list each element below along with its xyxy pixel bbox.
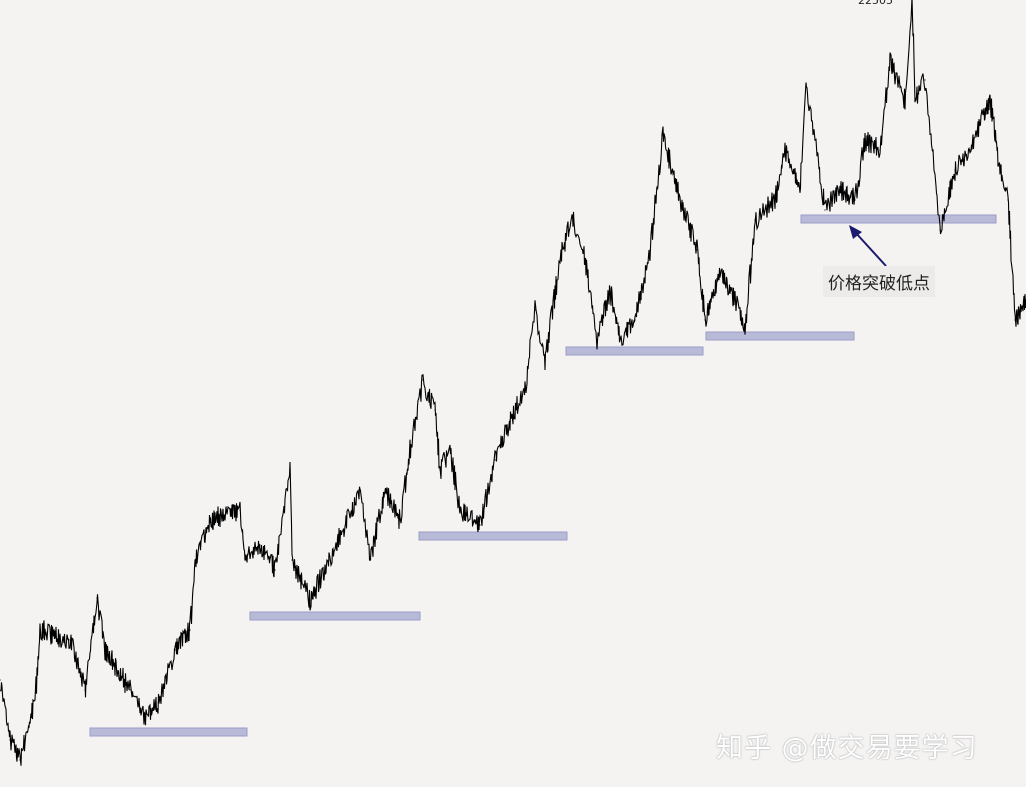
price-point	[289, 469, 291, 471]
price-point	[39, 629, 41, 631]
price-point	[209, 519, 211, 521]
price-point	[914, 99, 916, 101]
price-point	[239, 509, 241, 511]
support-zone	[705, 331, 855, 341]
price-point	[69, 639, 71, 641]
support-zone	[565, 346, 704, 356]
price-point	[104, 649, 106, 651]
price-point	[459, 509, 461, 511]
price-point	[879, 149, 881, 151]
price-point	[839, 189, 841, 191]
price-point	[129, 689, 131, 691]
price-point	[544, 359, 546, 361]
price-point	[596, 339, 598, 341]
price-point	[384, 489, 386, 491]
price-point	[619, 339, 621, 341]
price-point	[259, 544, 261, 546]
price-point	[824, 209, 826, 211]
price-point	[989, 99, 991, 101]
price-point	[571, 214, 573, 216]
price-point	[559, 259, 561, 261]
price-point	[889, 59, 891, 61]
price-point	[904, 99, 906, 101]
support-zone	[800, 214, 997, 224]
price-point	[409, 449, 411, 451]
price-point	[911, 1, 913, 3]
price-point	[369, 559, 371, 561]
price-point	[19, 759, 21, 761]
price-point	[434, 409, 436, 411]
price-point	[679, 199, 681, 201]
price-point	[969, 149, 971, 151]
price-line	[0, 0, 1026, 766]
price-point	[734, 299, 736, 301]
price-point	[329, 559, 331, 561]
price-point	[9, 739, 11, 741]
price-point	[96, 597, 98, 599]
support-zone	[249, 611, 421, 621]
price-point	[754, 219, 756, 221]
price-point	[799, 189, 801, 191]
price-point	[1014, 319, 1016, 321]
price-point	[814, 139, 816, 141]
price-point	[494, 459, 496, 461]
annotation-arrow-line	[854, 231, 887, 267]
price-point	[662, 134, 664, 136]
annotation-label: 价格突破低点	[823, 266, 935, 297]
price-point	[954, 169, 956, 171]
price-point	[696, 249, 698, 251]
price-point	[194, 559, 196, 561]
price-point	[144, 719, 146, 721]
watermark: 知乎 @做交易要学习	[716, 733, 978, 764]
price-point	[704, 319, 706, 321]
price-point	[189, 629, 191, 631]
price-point	[439, 469, 441, 471]
price-point	[999, 169, 1001, 171]
price-point	[784, 149, 786, 151]
price-point	[509, 419, 511, 421]
price-point	[159, 699, 161, 701]
price-point	[0, 679, 1, 681]
price-point	[244, 559, 246, 561]
price-point	[34, 699, 36, 701]
price-point	[524, 389, 526, 391]
price-point	[584, 259, 586, 261]
support-zone	[418, 531, 568, 541]
price-point	[744, 329, 746, 331]
price-point	[864, 139, 866, 141]
price-point	[174, 649, 176, 651]
price-point	[291, 559, 293, 561]
price-point	[805, 84, 807, 86]
price-point	[939, 229, 941, 231]
price-point	[359, 489, 361, 491]
price-point	[422, 379, 424, 381]
price-point	[634, 319, 636, 321]
price-point	[1007, 199, 1009, 201]
peak-price-label: 22505	[858, 0, 893, 7]
price-point	[449, 449, 451, 451]
price-point	[649, 249, 651, 251]
price-point	[479, 524, 481, 526]
price-point	[274, 569, 276, 571]
price-point	[774, 199, 776, 201]
price-point	[399, 519, 401, 521]
annotation-arrow-head	[849, 225, 862, 239]
price-point	[309, 599, 311, 601]
price-point	[609, 289, 611, 291]
price-point	[719, 269, 721, 271]
price-point	[854, 199, 856, 201]
support-zone	[89, 727, 248, 737]
price-point	[84, 689, 86, 691]
price-point	[924, 79, 926, 81]
price-point	[534, 309, 536, 311]
